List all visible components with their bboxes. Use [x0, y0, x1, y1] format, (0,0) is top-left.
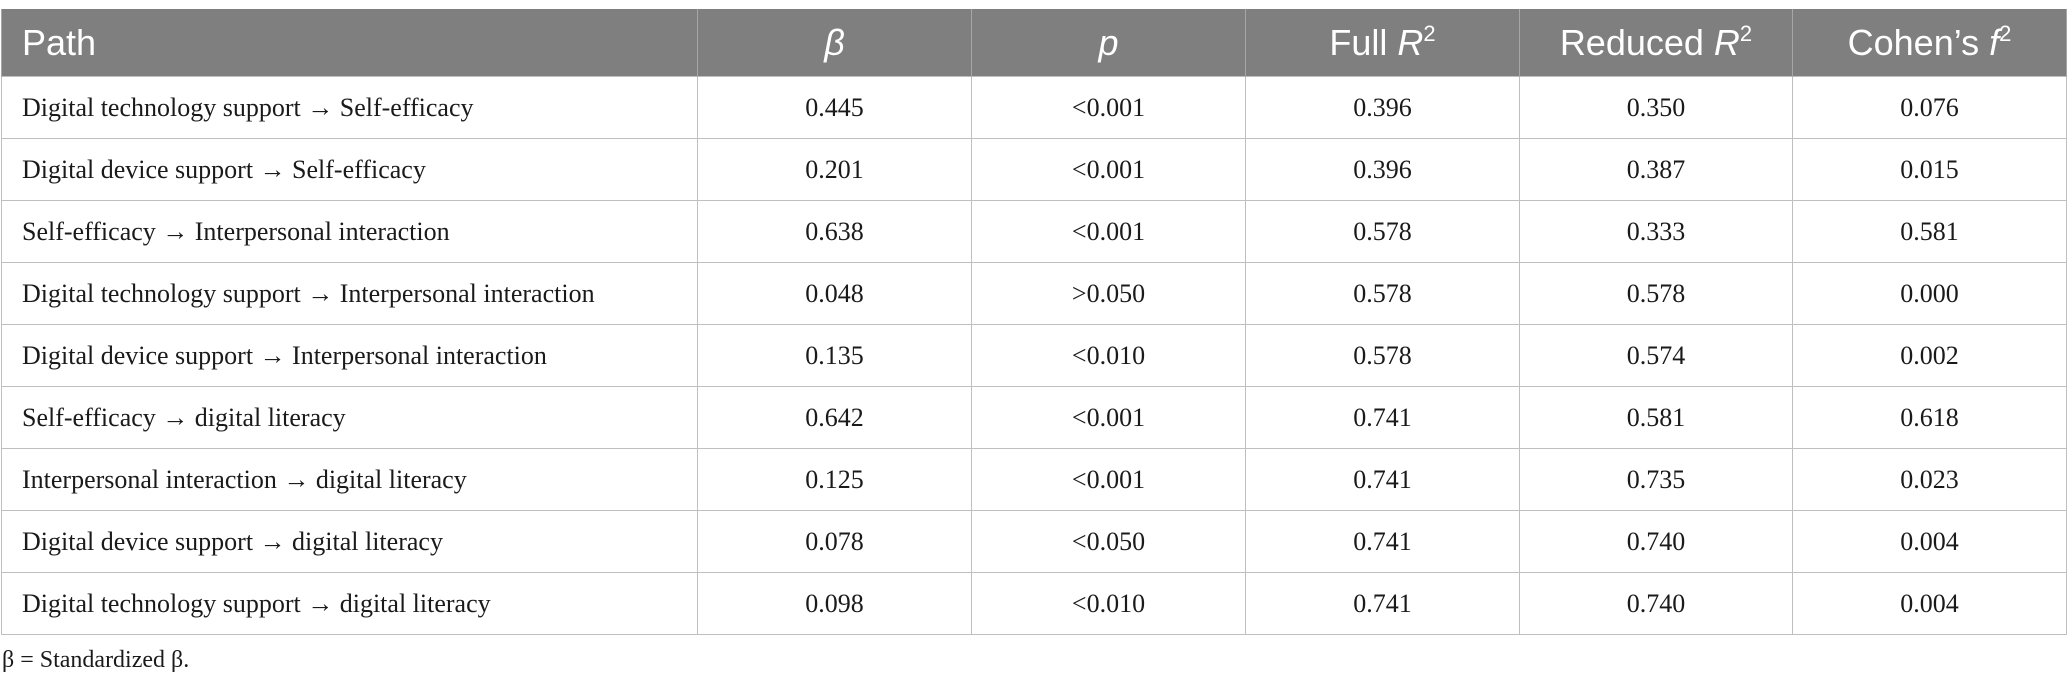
header-path: Path — [1, 9, 698, 77]
header-full-r2-superscript: 2 — [1423, 20, 1436, 46]
header-beta: β — [697, 9, 972, 77]
cell-full-r2: 0.741 — [1245, 448, 1520, 511]
cell-full-r2: 0.741 — [1245, 386, 1520, 449]
cell-full-r2: 0.578 — [1245, 262, 1520, 325]
header-cohens-f2-symbol: f — [1989, 21, 2000, 63]
cell-p: <0.010 — [971, 572, 1246, 635]
table-row: Digital technology support → Interperson… — [1, 262, 2067, 325]
table-row: Self-efficacy → Interpersonal interactio… — [1, 200, 2067, 263]
cell-full-r2: 0.396 — [1245, 76, 1520, 139]
table-row: Interpersonal interaction → digital lite… — [1, 448, 2067, 511]
cell-cohens-f2: 0.023 — [1792, 448, 2067, 511]
cell-path: Self-efficacy → digital literacy — [1, 386, 698, 449]
cell-p: <0.001 — [971, 448, 1246, 511]
cell-beta: 0.642 — [697, 386, 972, 449]
cell-reduced-r2: 0.350 — [1519, 76, 1793, 139]
cell-beta: 0.135 — [697, 324, 972, 387]
header-reduced-r2-text: Reduced — [1559, 21, 1714, 63]
header-reduced-r2-superscript: 2 — [1739, 20, 1753, 46]
cell-p: <0.001 — [971, 200, 1246, 263]
header-cohens-f2: Cohen’s f2 — [1792, 9, 2067, 77]
cell-p: >0.050 — [971, 262, 1246, 325]
table-body: Digital technology support → Self-effica… — [1, 76, 2067, 635]
table-row: Digital device support → Self-efficacy 0.… — [1, 138, 2067, 201]
header-full-r2-symbol: R — [1397, 21, 1424, 63]
cell-p: <0.001 — [971, 138, 1246, 201]
cell-cohens-f2: 0.618 — [1792, 386, 2067, 449]
header-full-r2: Full R2 — [1245, 9, 1520, 77]
header-reduced-r2-symbol: R — [1713, 21, 1740, 63]
table-row: Digital device support → digital literac… — [1, 510, 2067, 573]
table-row: Digital device support → Interpersonal i… — [1, 324, 2067, 387]
cell-p: <0.010 — [971, 324, 1246, 387]
table-footnote: β = Standardized β. — [2, 647, 190, 673]
cell-beta: 0.638 — [697, 200, 972, 263]
cell-cohens-f2: 0.002 — [1792, 324, 2067, 387]
cell-full-r2: 0.578 — [1245, 200, 1520, 263]
cell-cohens-f2: 0.015 — [1792, 138, 2067, 201]
cell-reduced-r2: 0.581 — [1519, 386, 1793, 449]
cell-path: Digital technology support → Interperson… — [1, 262, 698, 325]
table-row: Digital technology support → Self-effica… — [1, 76, 2067, 139]
header-p-label: p — [1098, 21, 1119, 63]
cell-reduced-r2: 0.578 — [1519, 262, 1793, 325]
cell-full-r2: 0.741 — [1245, 572, 1520, 635]
results-table-container: Path β p Full R2 Reduced R2 Cohen’s f2 D… — [1, 9, 2067, 635]
cell-full-r2: 0.741 — [1245, 510, 1520, 573]
cell-path: Digital technology support → Self-effica… — [1, 76, 698, 139]
cell-p: <0.050 — [971, 510, 1246, 573]
table-header: Path β p Full R2 Reduced R2 Cohen’s f2 — [1, 9, 2067, 77]
header-p: p — [971, 9, 1246, 77]
cell-full-r2: 0.396 — [1245, 138, 1520, 201]
header-reduced-r2: Reduced R2 — [1519, 9, 1793, 77]
cell-reduced-r2: 0.735 — [1519, 448, 1793, 511]
cell-path: Digital device support → digital literac… — [1, 510, 698, 573]
cell-path: Digital device support → Interpersonal i… — [1, 324, 698, 387]
header-cohens-f2-superscript: 2 — [1999, 20, 2012, 46]
header-cohens-f2-text: Cohen’s — [1847, 21, 1990, 63]
cell-full-r2: 0.578 — [1245, 324, 1520, 387]
table-row: Self-efficacy → digital literacy 0.642 <0.… — [1, 386, 2067, 449]
cell-cohens-f2: 0.004 — [1792, 572, 2067, 635]
cell-cohens-f2: 0.076 — [1792, 76, 2067, 139]
cell-path: Interpersonal interaction → digital lite… — [1, 448, 698, 511]
cell-path: Self-efficacy → Interpersonal interactio… — [1, 200, 698, 263]
cell-reduced-r2: 0.387 — [1519, 138, 1793, 201]
cell-beta: 0.445 — [697, 76, 972, 139]
cell-reduced-r2: 0.740 — [1519, 572, 1793, 635]
cell-beta: 0.201 — [697, 138, 972, 201]
cell-beta: 0.048 — [697, 262, 972, 325]
cell-beta: 0.098 — [697, 572, 972, 635]
cell-beta: 0.078 — [697, 510, 972, 573]
path-analysis-table: Path β p Full R2 Reduced R2 Cohen’s f2 D… — [1, 9, 2067, 635]
cell-p: <0.001 — [971, 76, 1246, 139]
header-path-label: Path — [22, 21, 97, 63]
header-full-r2-text: Full — [1329, 21, 1398, 63]
cell-path: Digital technology support → digital lit… — [1, 572, 698, 635]
cell-cohens-f2: 0.004 — [1792, 510, 2067, 573]
header-row: Path β p Full R2 Reduced R2 Cohen’s f2 — [1, 9, 2067, 77]
cell-reduced-r2: 0.740 — [1519, 510, 1793, 573]
cell-cohens-f2: 0.581 — [1792, 200, 2067, 263]
cell-p: <0.001 — [971, 386, 1246, 449]
table-row: Digital technology support → digital lit… — [1, 572, 2067, 635]
cell-reduced-r2: 0.574 — [1519, 324, 1793, 387]
cell-cohens-f2: 0.000 — [1792, 262, 2067, 325]
header-beta-label: β — [824, 21, 845, 63]
cell-reduced-r2: 0.333 — [1519, 200, 1793, 263]
cell-beta: 0.125 — [697, 448, 972, 511]
cell-path: Digital device support → Self-efficacy — [1, 138, 698, 201]
